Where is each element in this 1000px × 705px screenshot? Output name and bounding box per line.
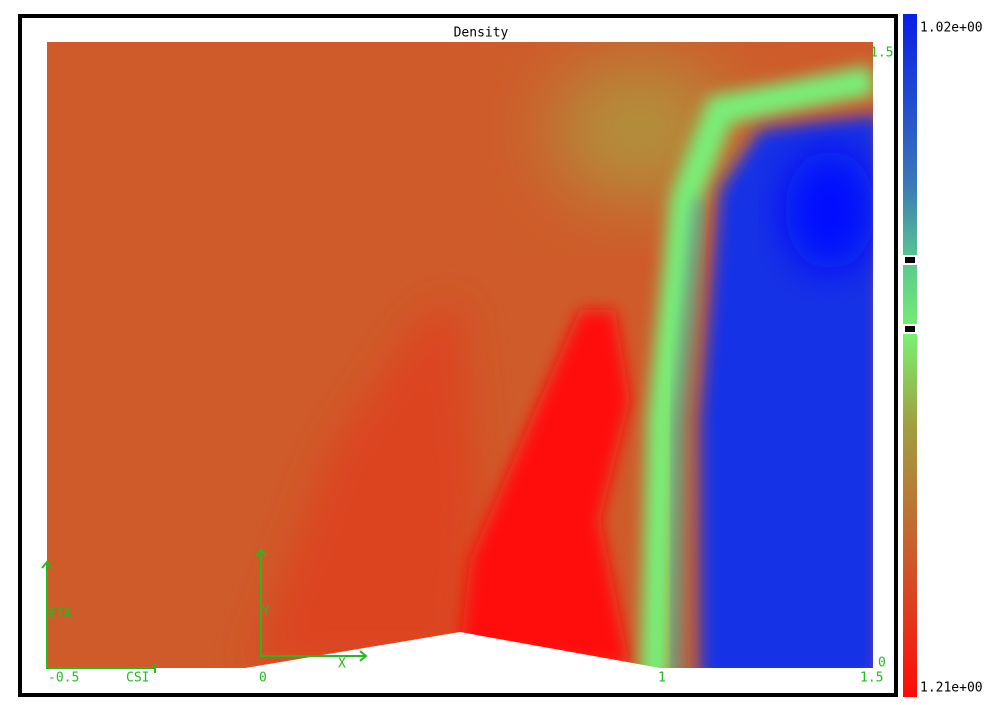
- density-field: [47, 42, 873, 668]
- axes: ETA Y X CSI -0.5 0 1 1.5 1.5 0: [41, 46, 893, 686]
- colorbar: 1.02e+00 1.21e+00: [903, 14, 983, 697]
- tick-label: 0: [878, 656, 886, 671]
- title: Density: [454, 26, 509, 41]
- tick-label: 1: [658, 671, 666, 686]
- tick-label: 0: [259, 671, 267, 686]
- eta-label: ETA: [48, 607, 72, 622]
- tick-label: 1.5: [870, 46, 893, 61]
- csi-label: CSI: [126, 671, 149, 686]
- colorbar-max: 1.02e+00: [920, 21, 983, 36]
- tick-label: 1.5: [860, 671, 883, 686]
- x-label: X: [338, 657, 346, 672]
- y-label: Y: [262, 605, 270, 620]
- tick-label: -0.5: [48, 671, 79, 686]
- colorbar-min: 1.21e+00: [920, 681, 983, 696]
- colorbar-gradient: [903, 14, 917, 697]
